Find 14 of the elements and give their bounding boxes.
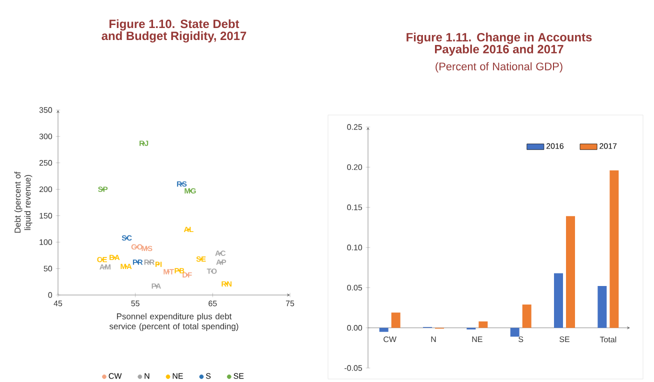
bar [598, 286, 607, 328]
bar [391, 312, 400, 328]
bar [379, 328, 388, 332]
chart-subtitle: (Percent of National GDP) [436, 62, 562, 72]
bar [554, 273, 564, 328]
bar [510, 328, 520, 337]
bar [478, 321, 488, 328]
bar [522, 304, 532, 328]
y-axis-title: Debt (percent of liquid revenue) [14, 172, 32, 233]
bar [566, 216, 576, 328]
bar [610, 170, 619, 328]
chart-title: Figure 1.11. Change in Accounts Payable 2016 and 2017 [406, 32, 592, 56]
x-axis-title: Psonnel expenditure plus debt service (percent of total spending) [110, 313, 238, 331]
chart-title: Figure 1.10. State Debt and Budget Rigidity, 2017 [102, 19, 246, 42]
